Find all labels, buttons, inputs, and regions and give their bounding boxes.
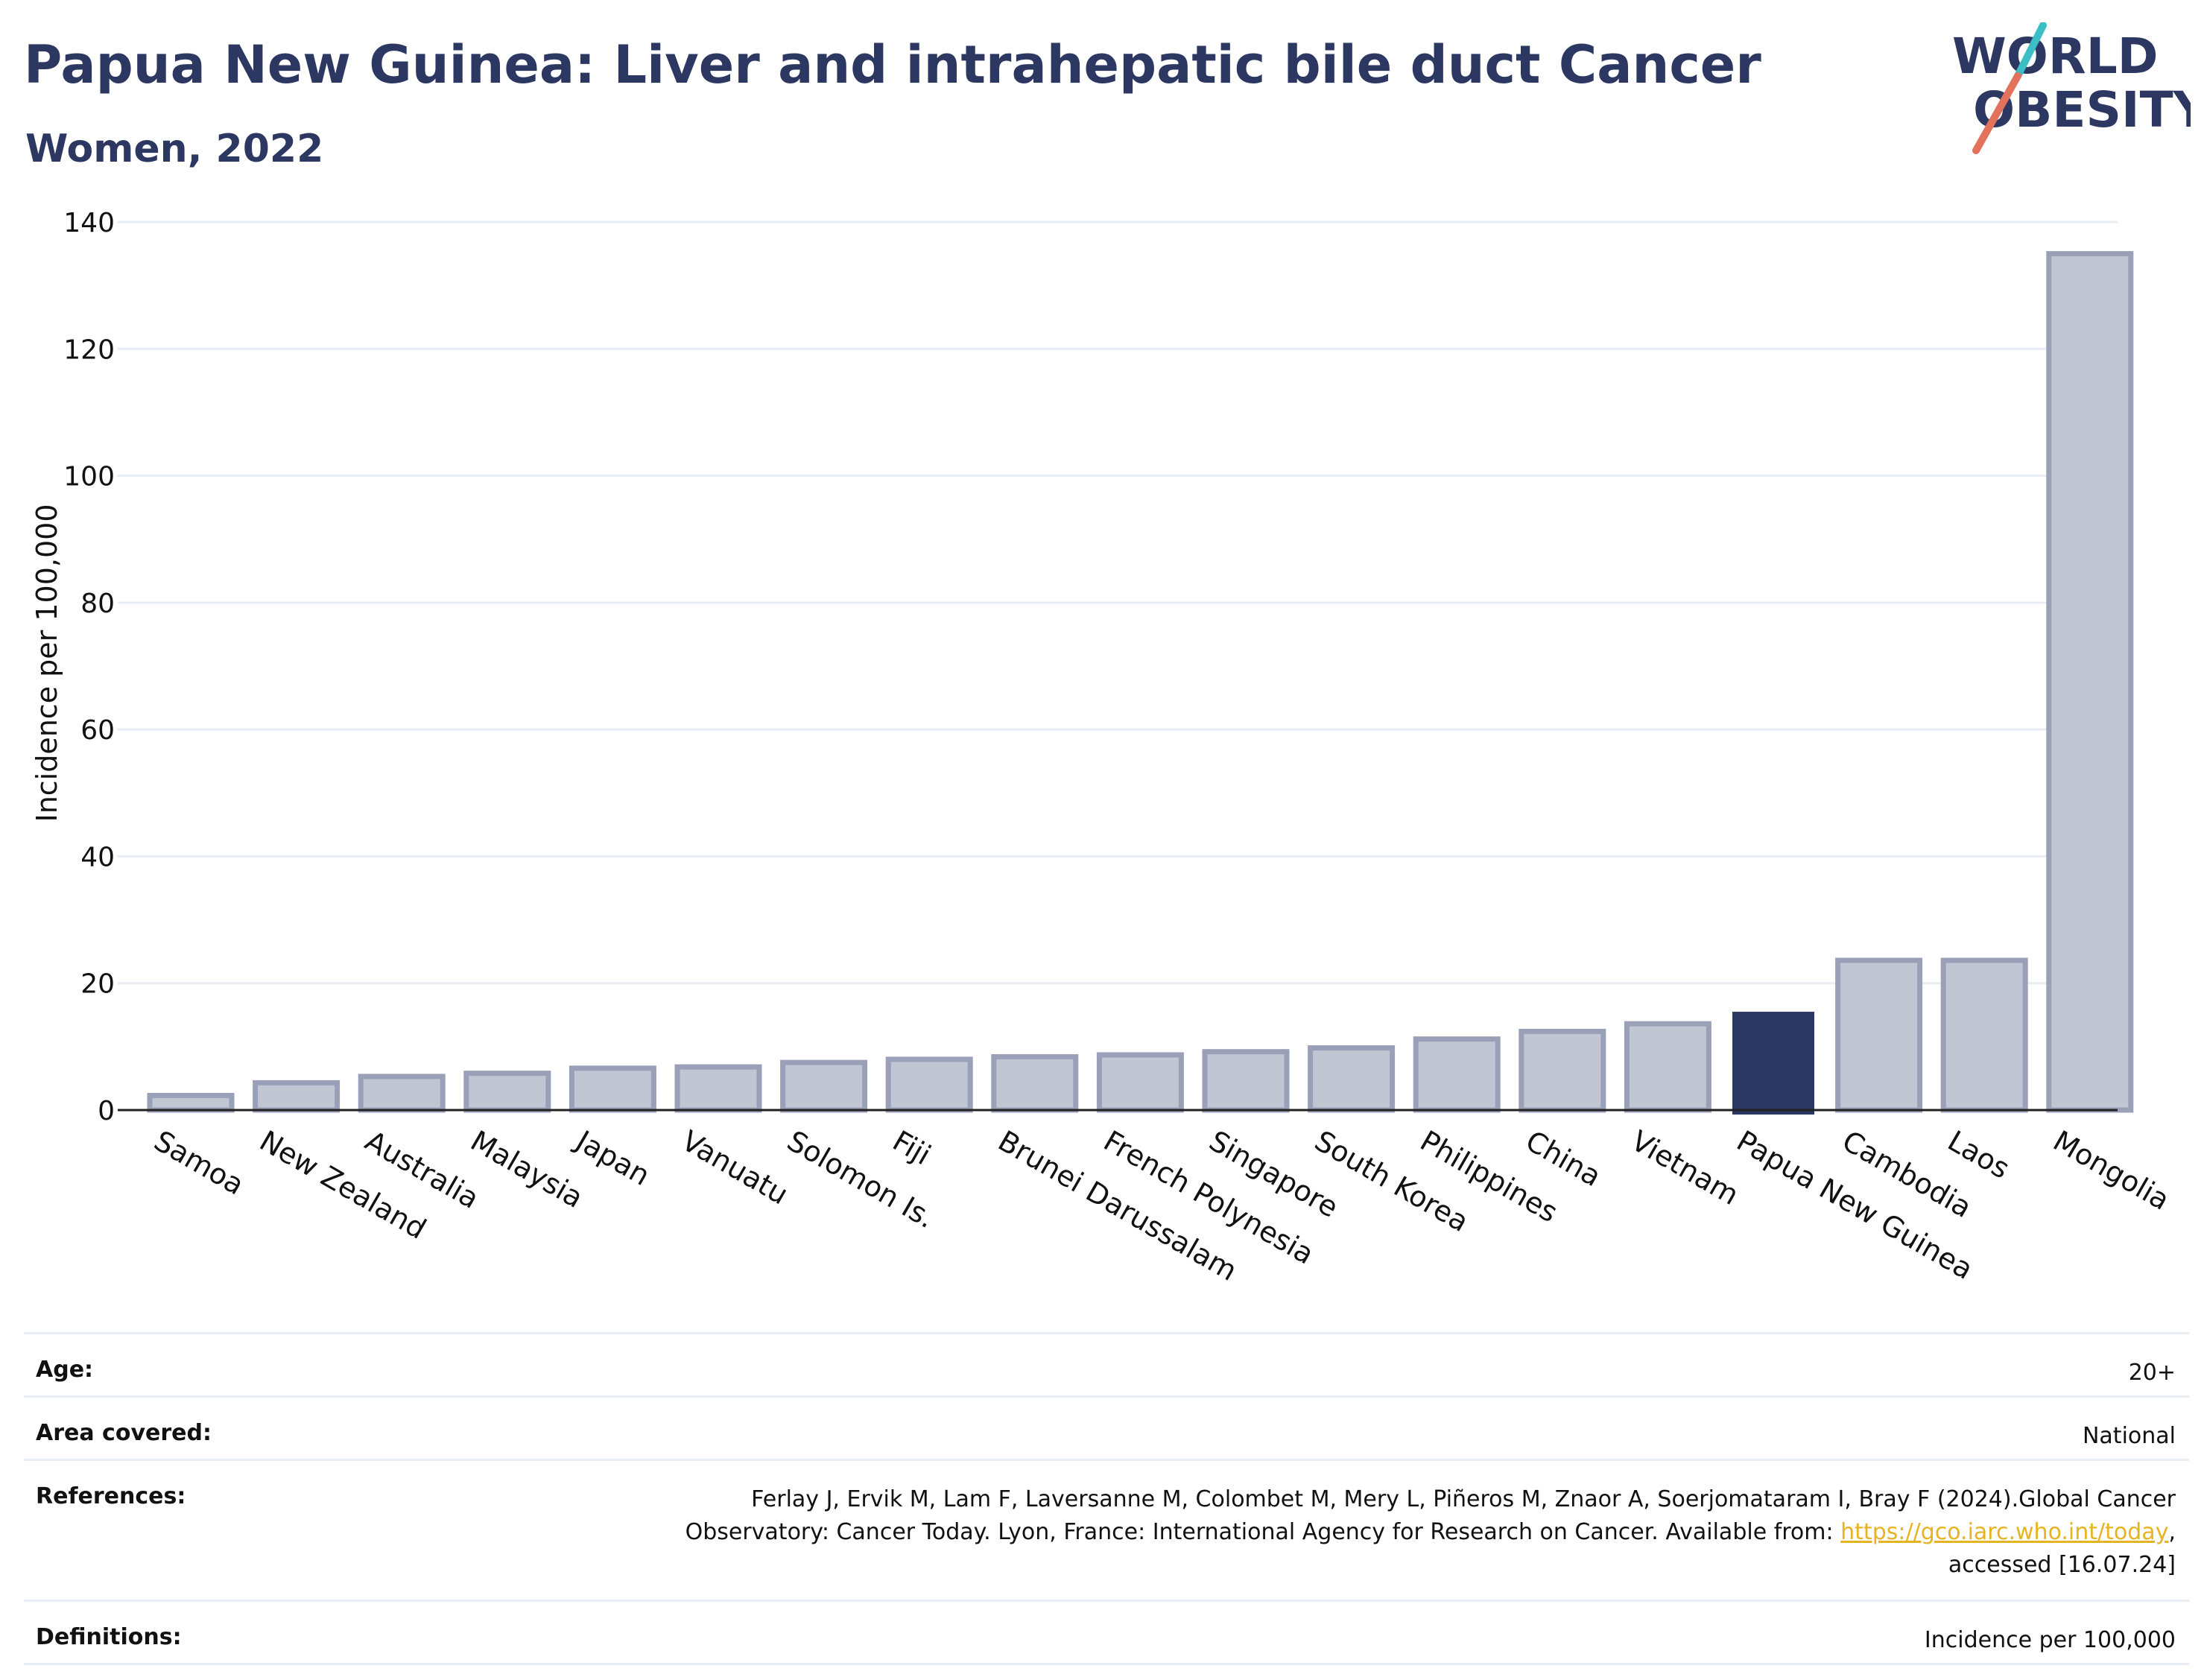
y-tick-label: 20 bbox=[80, 969, 115, 1000]
bar-new-zealand bbox=[253, 1080, 341, 1113]
references-line-2-end: , bbox=[2168, 1519, 2176, 1545]
y-tick-label: 60 bbox=[80, 715, 115, 746]
y-tick-labels: 0 20 40 60 80 100 120 140 bbox=[63, 208, 115, 1126]
x-tick-label: Mongolia bbox=[2048, 1124, 2175, 1217]
area-value: National bbox=[2082, 1423, 2176, 1449]
definitions-label: Definitions: bbox=[36, 1624, 182, 1650]
x-tick-label: Vanuatu bbox=[677, 1124, 794, 1211]
bar-malaysia bbox=[463, 1071, 551, 1113]
bar-series bbox=[118, 251, 2134, 1115]
y-tick-label: 140 bbox=[63, 208, 115, 238]
info-row-references: References: Ferlay J, Ervik M, Lam F, La… bbox=[24, 1459, 2189, 1600]
page-title: Papua New Guinea: Liver and intrahepatic… bbox=[24, 34, 1761, 95]
x-tick-label: Vietnam bbox=[1626, 1124, 1744, 1211]
references-line-2: Observatory: Cancer Today. Lyon, France:… bbox=[685, 1519, 1841, 1545]
age-value: 20+ bbox=[2128, 1360, 2176, 1386]
info-table: Age: 20+ Area covered: National Referenc… bbox=[24, 1332, 2189, 1665]
references-line-3: accessed [16.07.24] bbox=[1948, 1552, 2176, 1578]
bar-french-polynesia bbox=[1096, 1052, 1184, 1113]
bar-papua-new-guinea bbox=[1732, 1012, 1814, 1115]
bar-fiji bbox=[885, 1056, 973, 1113]
bar-japan bbox=[569, 1065, 656, 1113]
x-tick-label: Laos bbox=[1942, 1124, 2015, 1185]
bar-singapore bbox=[1202, 1049, 1290, 1113]
bar-mongolia bbox=[2046, 251, 2134, 1113]
bar-china bbox=[1519, 1028, 1606, 1113]
bar-solomon-is- bbox=[780, 1059, 868, 1113]
bar-vietnam bbox=[1624, 1021, 1711, 1113]
x-tick-label: Fiji bbox=[887, 1124, 937, 1171]
world-obesity-logo: WORLD OBESITY bbox=[1952, 22, 2191, 154]
bar-brunei-darussalam bbox=[991, 1053, 1079, 1113]
grid-layer bbox=[118, 221, 2118, 985]
y-tick-label: 80 bbox=[80, 589, 115, 619]
logo-slash-red bbox=[1972, 72, 2021, 154]
area-label: Area covered: bbox=[36, 1420, 212, 1446]
x-tick-label: Samoa bbox=[149, 1124, 250, 1202]
bar-australia bbox=[358, 1074, 446, 1113]
bar-vanuatu bbox=[674, 1064, 762, 1113]
y-tick-label: 100 bbox=[63, 462, 115, 492]
y-tick-label: 0 bbox=[98, 1096, 115, 1126]
logo-slash-teal bbox=[2014, 22, 2047, 80]
definitions-value: Incidence per 100,000 bbox=[1924, 1627, 2176, 1653]
y-tick-label: 40 bbox=[80, 842, 115, 872]
age-label: Age: bbox=[36, 1357, 94, 1383]
bar-south-korea bbox=[1308, 1045, 1396, 1113]
x-tick-label: Malaysia bbox=[465, 1124, 589, 1214]
info-row-definitions: Definitions: Incidence per 100,000 bbox=[24, 1600, 2189, 1665]
bar-samoa bbox=[147, 1092, 235, 1113]
bar-laos bbox=[1940, 957, 2028, 1113]
bar-chart: 0 20 40 60 80 100 120 140 Samoa New ZealandAustr… bbox=[31, 208, 2176, 1287]
y-axis-label: Incidence per 100,000 bbox=[31, 504, 63, 822]
references-line-1: Ferlay J, Ervik M, Lam F, Laversanne M, … bbox=[751, 1486, 2176, 1512]
info-row-age: Age: 20+ bbox=[24, 1332, 2189, 1395]
info-row-area: Area covered: National bbox=[24, 1395, 2189, 1459]
references-value: Ferlay J, Ervik M, Lam F, Laversanne M, … bbox=[685, 1483, 2176, 1582]
bar-philippines bbox=[1413, 1036, 1501, 1113]
bar-cambodia bbox=[1835, 957, 1923, 1113]
page-subtitle: Women, 2022 bbox=[25, 127, 324, 171]
references-label: References: bbox=[36, 1483, 186, 1509]
logo-text-world: WORLD bbox=[1952, 28, 2159, 85]
references-link[interactable]: https://gco.iarc.who.int/today bbox=[1840, 1519, 2169, 1545]
y-tick-label: 120 bbox=[63, 335, 115, 365]
